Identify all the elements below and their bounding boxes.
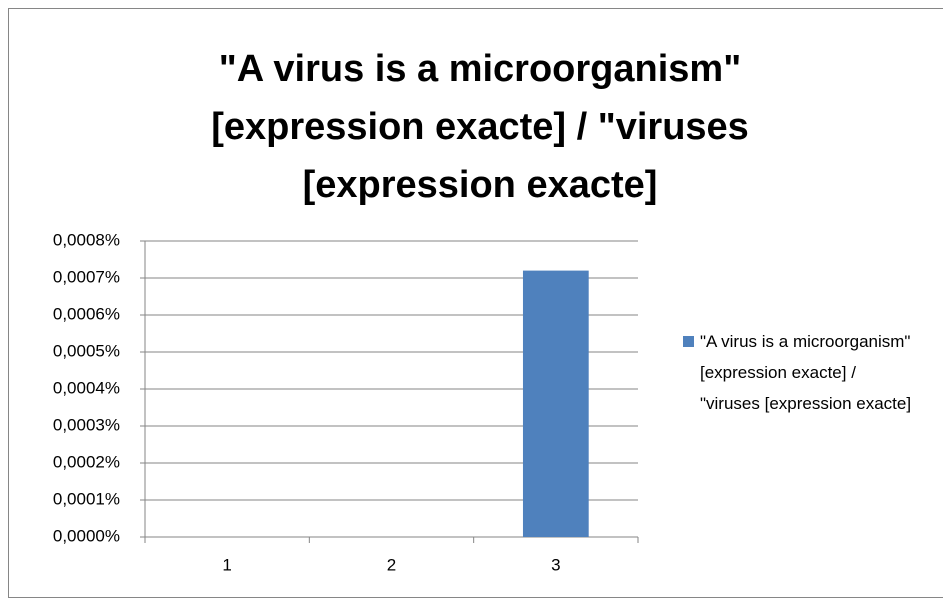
y-tick-label: 0,0006% bbox=[53, 304, 120, 323]
x-tick-label: 2 bbox=[387, 555, 396, 574]
bar bbox=[522, 270, 589, 537]
legend-key bbox=[683, 336, 694, 347]
y-tick-label: 0,0007% bbox=[53, 267, 120, 286]
legend-label: "A virus is a microorganism" [expression… bbox=[700, 332, 912, 413]
y-tick-label: 0,0000% bbox=[53, 526, 120, 545]
y-tick-label: 0,0001% bbox=[53, 489, 120, 508]
y-tick-label: 0,0005% bbox=[53, 341, 120, 360]
y-tick-label: 0,0004% bbox=[53, 378, 120, 397]
x-tick-label: 3 bbox=[551, 555, 560, 574]
y-tick-label: 0,0003% bbox=[53, 415, 120, 434]
x-tick-label: 1 bbox=[222, 555, 231, 574]
chart-title: "A virus is a microorganism" [expression… bbox=[211, 48, 749, 206]
y-tick-label: 0,0008% bbox=[53, 230, 120, 249]
y-tick-label: 0,0002% bbox=[53, 452, 120, 471]
